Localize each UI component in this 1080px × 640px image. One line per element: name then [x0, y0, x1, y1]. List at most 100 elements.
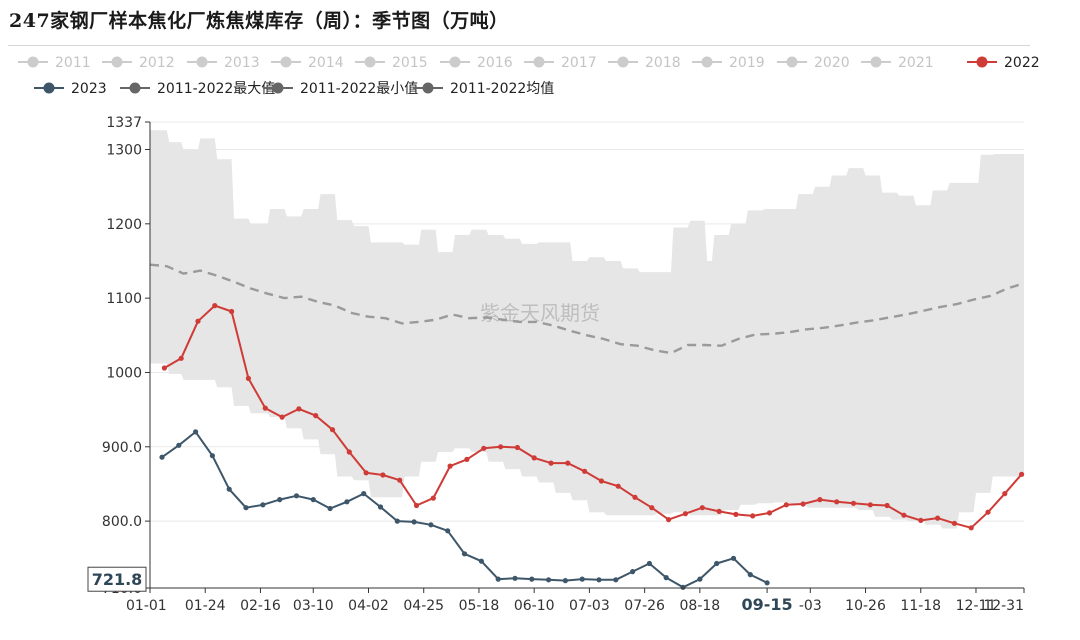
data-point: [901, 512, 907, 518]
legend-item-2011-2022均值[interactable]: 2011-2022均值: [413, 81, 554, 97]
data-point: [296, 406, 302, 412]
legend-item-2011-2022最小值[interactable]: 2011-2022最小值: [263, 81, 418, 97]
data-point: [582, 468, 588, 474]
circle-icon: [533, 56, 545, 68]
circle-icon: [27, 56, 39, 68]
data-point: [481, 445, 487, 451]
y-tick-label: 800.0: [102, 514, 142, 530]
data-point: [329, 427, 336, 433]
data-point: [613, 577, 619, 583]
data-point: [598, 478, 605, 484]
circle-icon: [364, 56, 376, 68]
legend-item-2011-2022最大值[interactable]: 2011-2022最大值: [120, 81, 275, 97]
data-point: [764, 580, 770, 586]
legend-item-2012[interactable]: 2012: [102, 55, 175, 71]
data-point: [380, 472, 386, 478]
data-point: [478, 558, 484, 564]
data-point: [176, 442, 182, 448]
legend-item-2018[interactable]: 2018: [608, 55, 681, 71]
data-point: [834, 499, 840, 505]
data-point: [447, 463, 453, 469]
data-point: [394, 518, 400, 524]
data-point: [747, 572, 753, 578]
data-point: [277, 497, 283, 503]
legend-item-2022[interactable]: 2022: [967, 55, 1040, 71]
data-point: [783, 502, 789, 508]
legend: 2011 2012 2013 2014 2015 2016 2017 2018 2019 2020…: [18, 55, 1040, 97]
x-tick-label: 07-26: [624, 598, 665, 614]
circle-icon: [786, 56, 798, 68]
x-tick-label: 01-24: [185, 598, 226, 614]
legend-label: 2011: [55, 55, 91, 71]
legend-item-2011[interactable]: 2011: [18, 55, 91, 71]
series-line-2022: [163, 304, 1023, 529]
data-point: [714, 560, 720, 567]
data-point: [666, 517, 672, 523]
data-point: [313, 413, 319, 419]
circle-icon: [111, 56, 123, 68]
data-point: [646, 560, 653, 567]
x-tick-label: 12-11: [956, 598, 997, 614]
data-point: [243, 505, 249, 511]
data-point: [310, 497, 316, 503]
legend-item-2016[interactable]: 2016: [440, 55, 513, 71]
legend-item-2014[interactable]: 2014: [271, 55, 344, 71]
data-point: [445, 528, 451, 534]
data-point: [935, 515, 941, 521]
data-point: [413, 502, 420, 509]
band-area: [150, 130, 1024, 529]
circle-icon: [422, 82, 434, 94]
legend-item-2013[interactable]: 2013: [187, 55, 260, 71]
data-point: [377, 504, 384, 510]
data-point: [1002, 491, 1008, 497]
legend-label: 2020: [814, 55, 850, 71]
data-point: [850, 500, 857, 506]
circle-icon: [129, 82, 141, 94]
data-point: [495, 576, 501, 582]
data-point: [884, 502, 890, 509]
tooltip-value: 721.8: [92, 570, 143, 589]
data-point: [800, 501, 806, 507]
series-2022: [161, 303, 1025, 531]
data-point: [361, 491, 367, 497]
legend-item-2023[interactable]: 2023: [34, 81, 107, 97]
data-point: [867, 502, 873, 508]
series-2023: [159, 429, 770, 590]
data-point: [464, 456, 470, 462]
x-tick-label: 04-25: [403, 598, 444, 614]
data-point: [461, 551, 468, 557]
data-point: [716, 508, 722, 514]
legend-label: 2011-2022最小值: [300, 81, 418, 97]
data-point: [531, 455, 537, 461]
legend-item-2019[interactable]: 2019: [692, 55, 765, 71]
circle-icon: [449, 56, 461, 68]
data-point: [209, 453, 215, 459]
series-line-average: [149, 263, 1025, 355]
data-point: [363, 470, 369, 476]
x-tick-label: 05-18: [459, 598, 500, 614]
legend-item-2015[interactable]: 2015: [355, 55, 428, 71]
data-point: [159, 454, 165, 460]
legend-label: 2023: [71, 81, 107, 97]
title-divider: [8, 45, 1030, 46]
legend-label: 2017: [561, 55, 597, 71]
data-point: [817, 497, 823, 503]
data-point: [730, 555, 737, 561]
y-tick-label: 1200: [106, 217, 142, 233]
data-point: [968, 525, 974, 531]
legend-item-2017[interactable]: 2017: [524, 55, 597, 71]
legend-item-2021[interactable]: 2021: [861, 55, 934, 71]
x-tick-label: 07-03: [569, 598, 610, 614]
data-point: [161, 365, 167, 371]
data-point: [697, 576, 703, 582]
data-point: [579, 576, 585, 582]
data-point: [430, 495, 436, 501]
legend-label: 2011-2022最大值: [157, 81, 275, 97]
data-point: [229, 308, 235, 315]
data-point: [699, 505, 705, 511]
circle-icon: [617, 56, 629, 68]
chart-title: 247家钢厂样本焦化厂炼焦煤库存（周）：季节图（万吨）: [9, 10, 509, 32]
data-point: [226, 486, 232, 492]
x-tick-label: 08-18: [680, 598, 721, 614]
legend-item-2020[interactable]: 2020: [777, 55, 850, 71]
